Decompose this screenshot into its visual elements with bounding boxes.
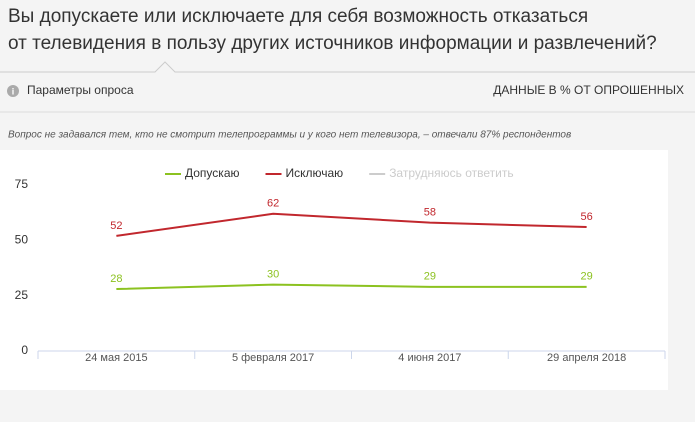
data-label: 62 — [267, 198, 279, 210]
note: Вопрос не задавался тем, кто не смотрит … — [8, 130, 571, 141]
info-icon-glyph: i — [12, 86, 15, 96]
x-tick-label: 4 июня 2017 — [398, 352, 461, 364]
data-label: 30 — [267, 269, 279, 281]
plot-panel — [0, 150, 668, 390]
info-icon[interactable] — [7, 85, 19, 97]
series-line — [116, 283, 587, 291]
data-label: 52 — [110, 220, 122, 232]
x-tick-label: 24 мая 2015 — [85, 352, 147, 364]
title-line: Вы допускаете или исключаете для себя во… — [8, 6, 588, 27]
x-tick-label: 5 февраля 2017 — [232, 352, 314, 364]
legend-label[interactable]: Затрудняюсь ответить — [389, 166, 513, 180]
data-label: 56 — [581, 211, 593, 223]
title-line: от телевидения в пользу других источнико… — [8, 33, 657, 54]
data-label: 58 — [424, 207, 436, 219]
survey-params[interactable]: Параметры опроса — [27, 83, 134, 97]
data-label: 29 — [424, 271, 436, 283]
y-tick-label: 25 — [15, 288, 29, 302]
legend-label[interactable]: Исключаю — [286, 166, 344, 180]
x-tick-label: 29 апреля 2018 — [547, 352, 626, 364]
legend-label[interactable]: Допускаю — [185, 166, 240, 180]
y-tick-label: 50 — [15, 233, 29, 247]
series-line — [116, 212, 587, 237]
y-tick-label: 0 — [21, 343, 28, 357]
units: ДАННЫЕ В % ОТ ОПРОШЕННЫХ — [493, 83, 684, 97]
separator — [0, 61, 695, 73]
data-label: 28 — [110, 273, 122, 285]
y-tick-label: 75 — [15, 177, 29, 191]
data-label: 29 — [581, 271, 593, 283]
